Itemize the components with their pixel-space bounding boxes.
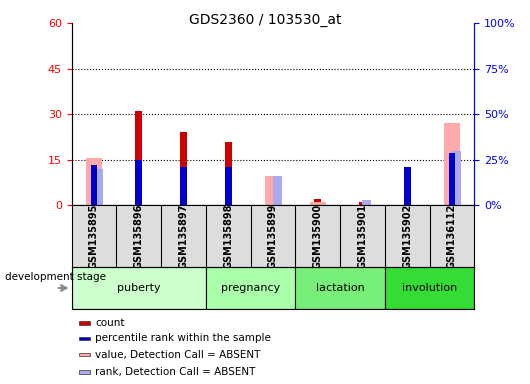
Text: GSM135896: GSM135896 [134,204,144,269]
Text: GDS2360 / 103530_at: GDS2360 / 103530_at [189,13,341,27]
Bar [273,176,282,205]
Text: rank, Detection Call = ABSENT: rank, Detection Call = ABSENT [95,367,255,377]
Bar [206,267,295,309]
Text: GSM135898: GSM135898 [223,204,233,269]
Bar [314,199,321,205]
Bar [135,111,142,205]
Bar [444,123,460,205]
Bar [79,353,90,356]
Text: development stage: development stage [5,272,107,283]
Bar [452,151,461,205]
Text: lactation: lactation [316,283,365,293]
Bar [404,167,411,205]
Text: GSM136112: GSM136112 [447,204,457,269]
Text: value, Detection Call = ABSENT: value, Detection Call = ABSENT [95,349,260,360]
Text: percentile rank within the sample: percentile rank within the sample [95,333,271,344]
Bar [363,200,372,205]
Bar [295,267,385,309]
Text: pregnancy: pregnancy [221,283,280,293]
Bar [86,158,102,205]
Text: GSM135900: GSM135900 [313,204,323,269]
Text: count: count [95,318,125,328]
Bar [91,166,98,205]
Bar [72,267,206,309]
Bar [310,202,325,205]
Bar [225,167,232,205]
Bar [79,371,90,374]
Bar [79,321,90,325]
Bar [79,337,90,340]
Text: GSM135895: GSM135895 [89,204,99,269]
Text: GSM135899: GSM135899 [268,204,278,269]
Text: involution: involution [402,283,457,293]
Bar [94,169,103,205]
Bar [225,142,232,205]
Text: GSM135897: GSM135897 [179,204,189,269]
Text: GSM135901: GSM135901 [357,204,367,269]
Bar [180,167,187,205]
Bar [135,160,142,205]
Bar [265,176,281,205]
Bar [359,202,366,205]
Text: puberty: puberty [117,283,161,293]
Text: GSM135902: GSM135902 [402,204,412,269]
Bar [180,132,187,205]
Bar [385,267,474,309]
Bar [448,152,455,205]
